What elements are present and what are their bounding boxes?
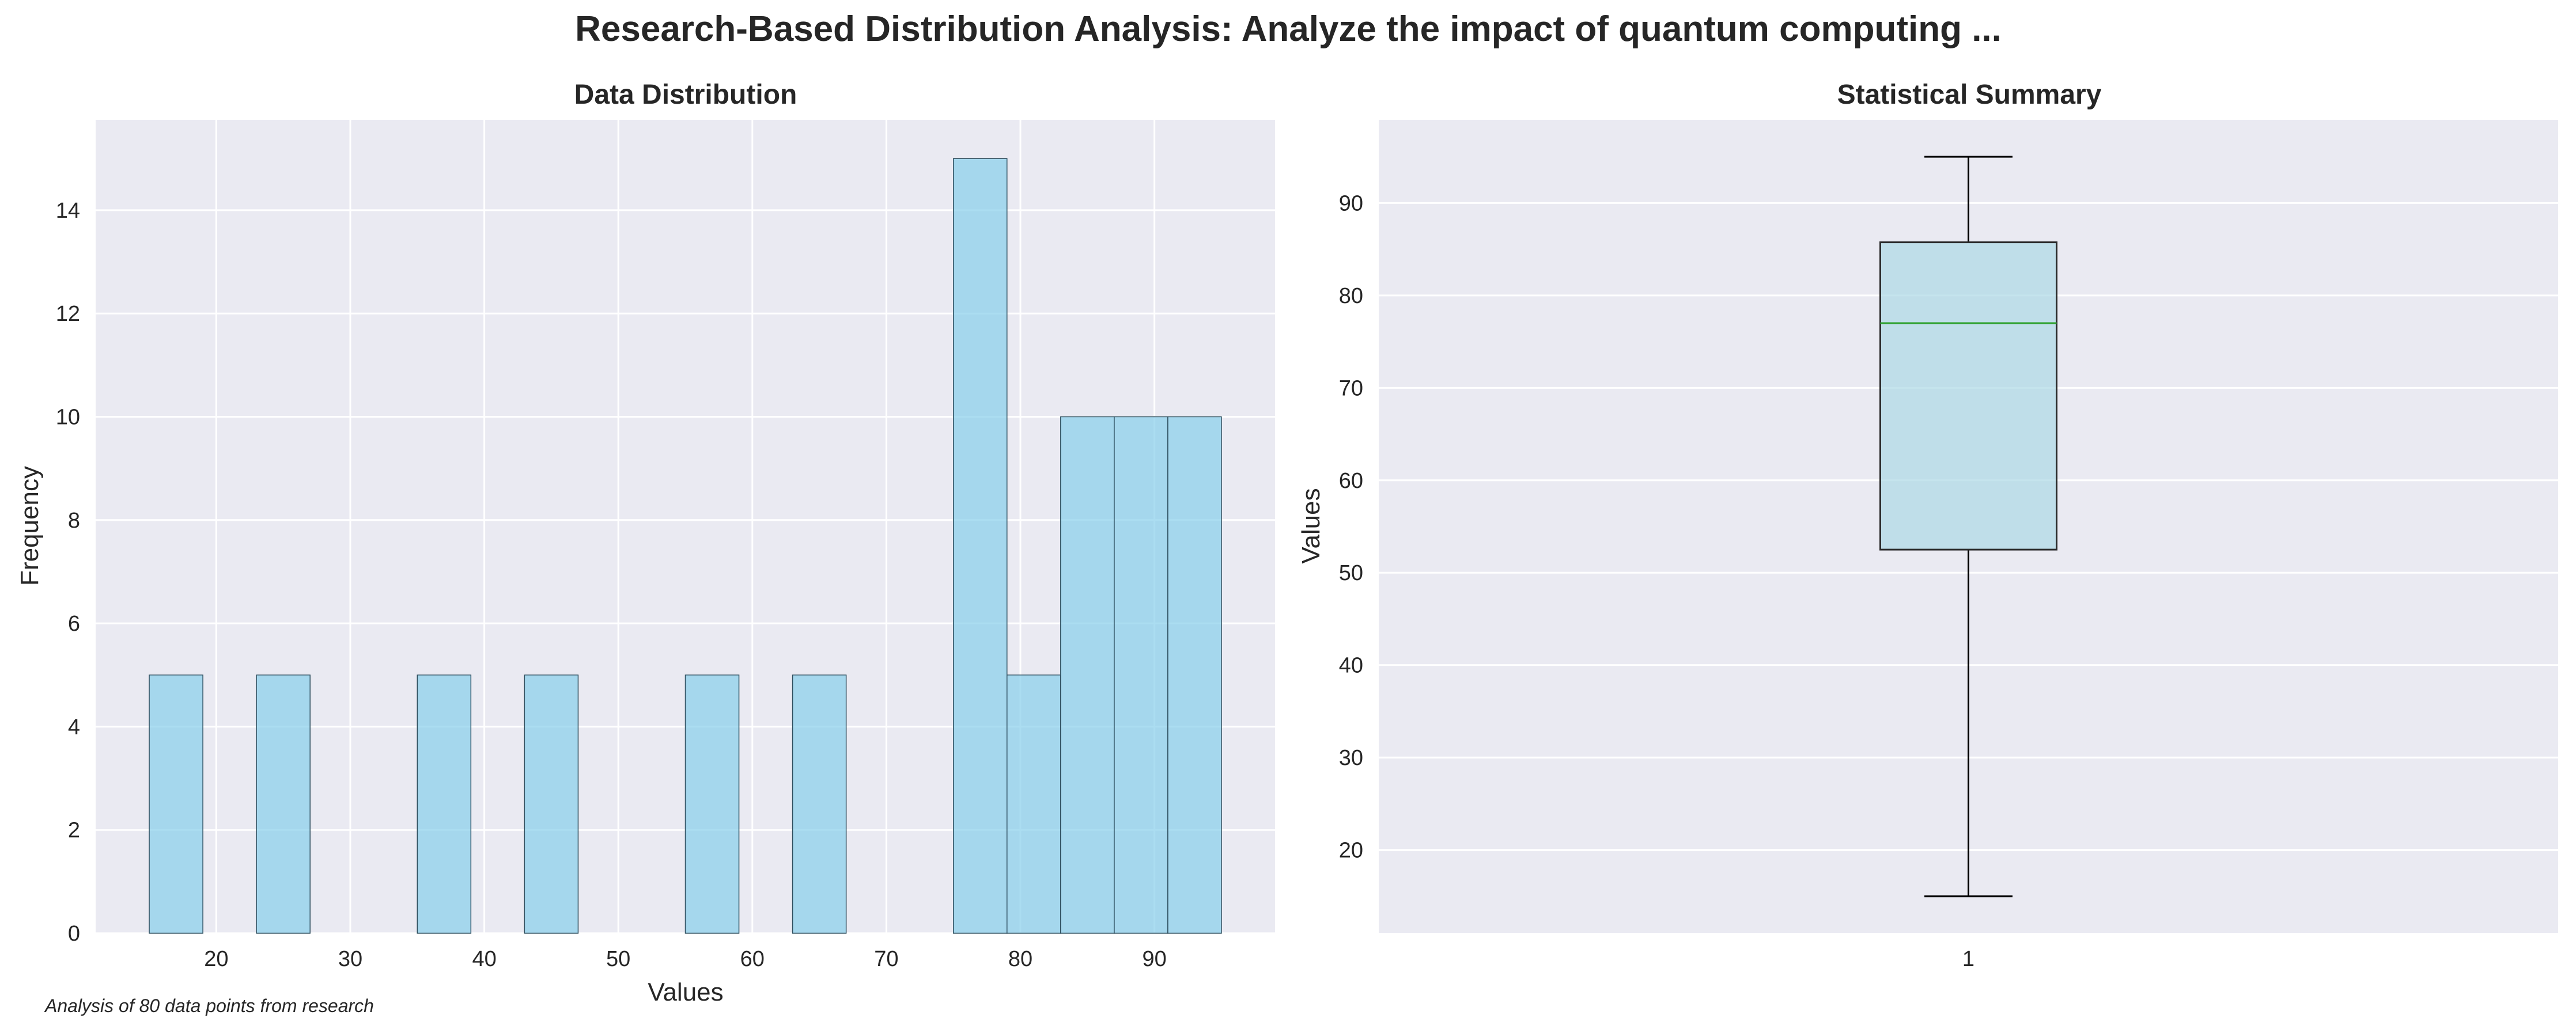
histogram-bar: [792, 674, 847, 934]
histogram-y-tick-label: 10: [56, 405, 80, 429]
boxplot-y-tick-labels: 20 30 40 50 60 70 80 90: [1339, 191, 1363, 862]
histogram-x-tick-label: 80: [1008, 947, 1032, 971]
histogram-bar: [1007, 674, 1061, 934]
figure-footnote: Analysis of 80 data points from research: [44, 995, 374, 1016]
boxplot-y-tick-label: 60: [1339, 469, 1363, 493]
boxplot-x-tick-label: 1: [1962, 947, 1974, 971]
histogram-x-tick-label: 90: [1143, 947, 1167, 971]
histogram-y-tick-label: 4: [68, 715, 80, 739]
boxplot-y-tick-label: 70: [1339, 376, 1363, 400]
histogram-x-tick-label: 70: [874, 947, 898, 971]
boxplot-y-tick-label: 40: [1339, 654, 1363, 678]
boxplot-x-tick-labels: 1: [1962, 947, 1974, 971]
histogram-x-axis-label: Values: [648, 978, 723, 1006]
histogram-y-axis-label: Frequency: [16, 466, 44, 586]
boxplot-y-tick-label: 30: [1339, 746, 1363, 770]
histogram-bar: [149, 674, 203, 934]
figure-suptitle: Research-Based Distribution Analysis: An…: [575, 9, 2002, 49]
histogram-bar: [256, 674, 311, 934]
histogram-y-tick-label: 8: [68, 509, 80, 533]
histogram-bar: [952, 158, 1008, 934]
histogram-y-tick-labels: 0 2 4 6 8 10 12 14: [56, 199, 80, 946]
histogram-x-tick-label: 60: [740, 947, 765, 971]
histogram-axes: 20 30 40 50 60 70 80 90 0 2 4 6 8 10 12 14 Data Distri…: [16, 79, 1275, 1006]
histogram-y-tick-label: 14: [56, 199, 80, 223]
histogram-bar: [1060, 416, 1115, 934]
histogram-bar: [1114, 416, 1168, 934]
boxplot-axes: 1 20 30 40 50 60 70 80 90 Statistical Summary V…: [1297, 79, 2558, 971]
boxplot-marks: [1879, 156, 2057, 897]
histogram-bar: [417, 674, 472, 934]
histogram-x-tick-label: 30: [338, 947, 362, 971]
boxplot-y-axis-label: Values: [1297, 488, 1325, 563]
boxplot-y-tick-label: 90: [1339, 191, 1363, 215]
boxplot-y-tick-label: 50: [1339, 561, 1363, 585]
histogram-y-tick-label: 0: [68, 922, 80, 946]
histogram-bar: [524, 674, 579, 934]
histogram-bars: [149, 158, 1222, 934]
histogram-y-tick-label: 6: [68, 612, 80, 636]
histogram-title: Data Distribution: [574, 79, 797, 110]
histogram-bar: [684, 674, 740, 934]
boxplot-title: Statistical Summary: [1837, 79, 2102, 110]
boxplot-y-tick-label: 80: [1339, 284, 1363, 308]
histogram-bar: [1167, 416, 1222, 934]
boxplot-y-tick-label: 20: [1339, 839, 1363, 863]
histogram-y-tick-label: 12: [56, 302, 80, 326]
histogram-y-tick-label: 2: [68, 819, 80, 843]
histogram-x-tick-label: 50: [606, 947, 630, 971]
histogram-x-tick-label: 20: [204, 947, 228, 971]
histogram-x-tick-labels: 20 30 40 50 60 70 80 90: [204, 947, 1167, 971]
boxplot-box: [1879, 241, 2057, 551]
histogram-x-tick-label: 40: [472, 947, 496, 971]
